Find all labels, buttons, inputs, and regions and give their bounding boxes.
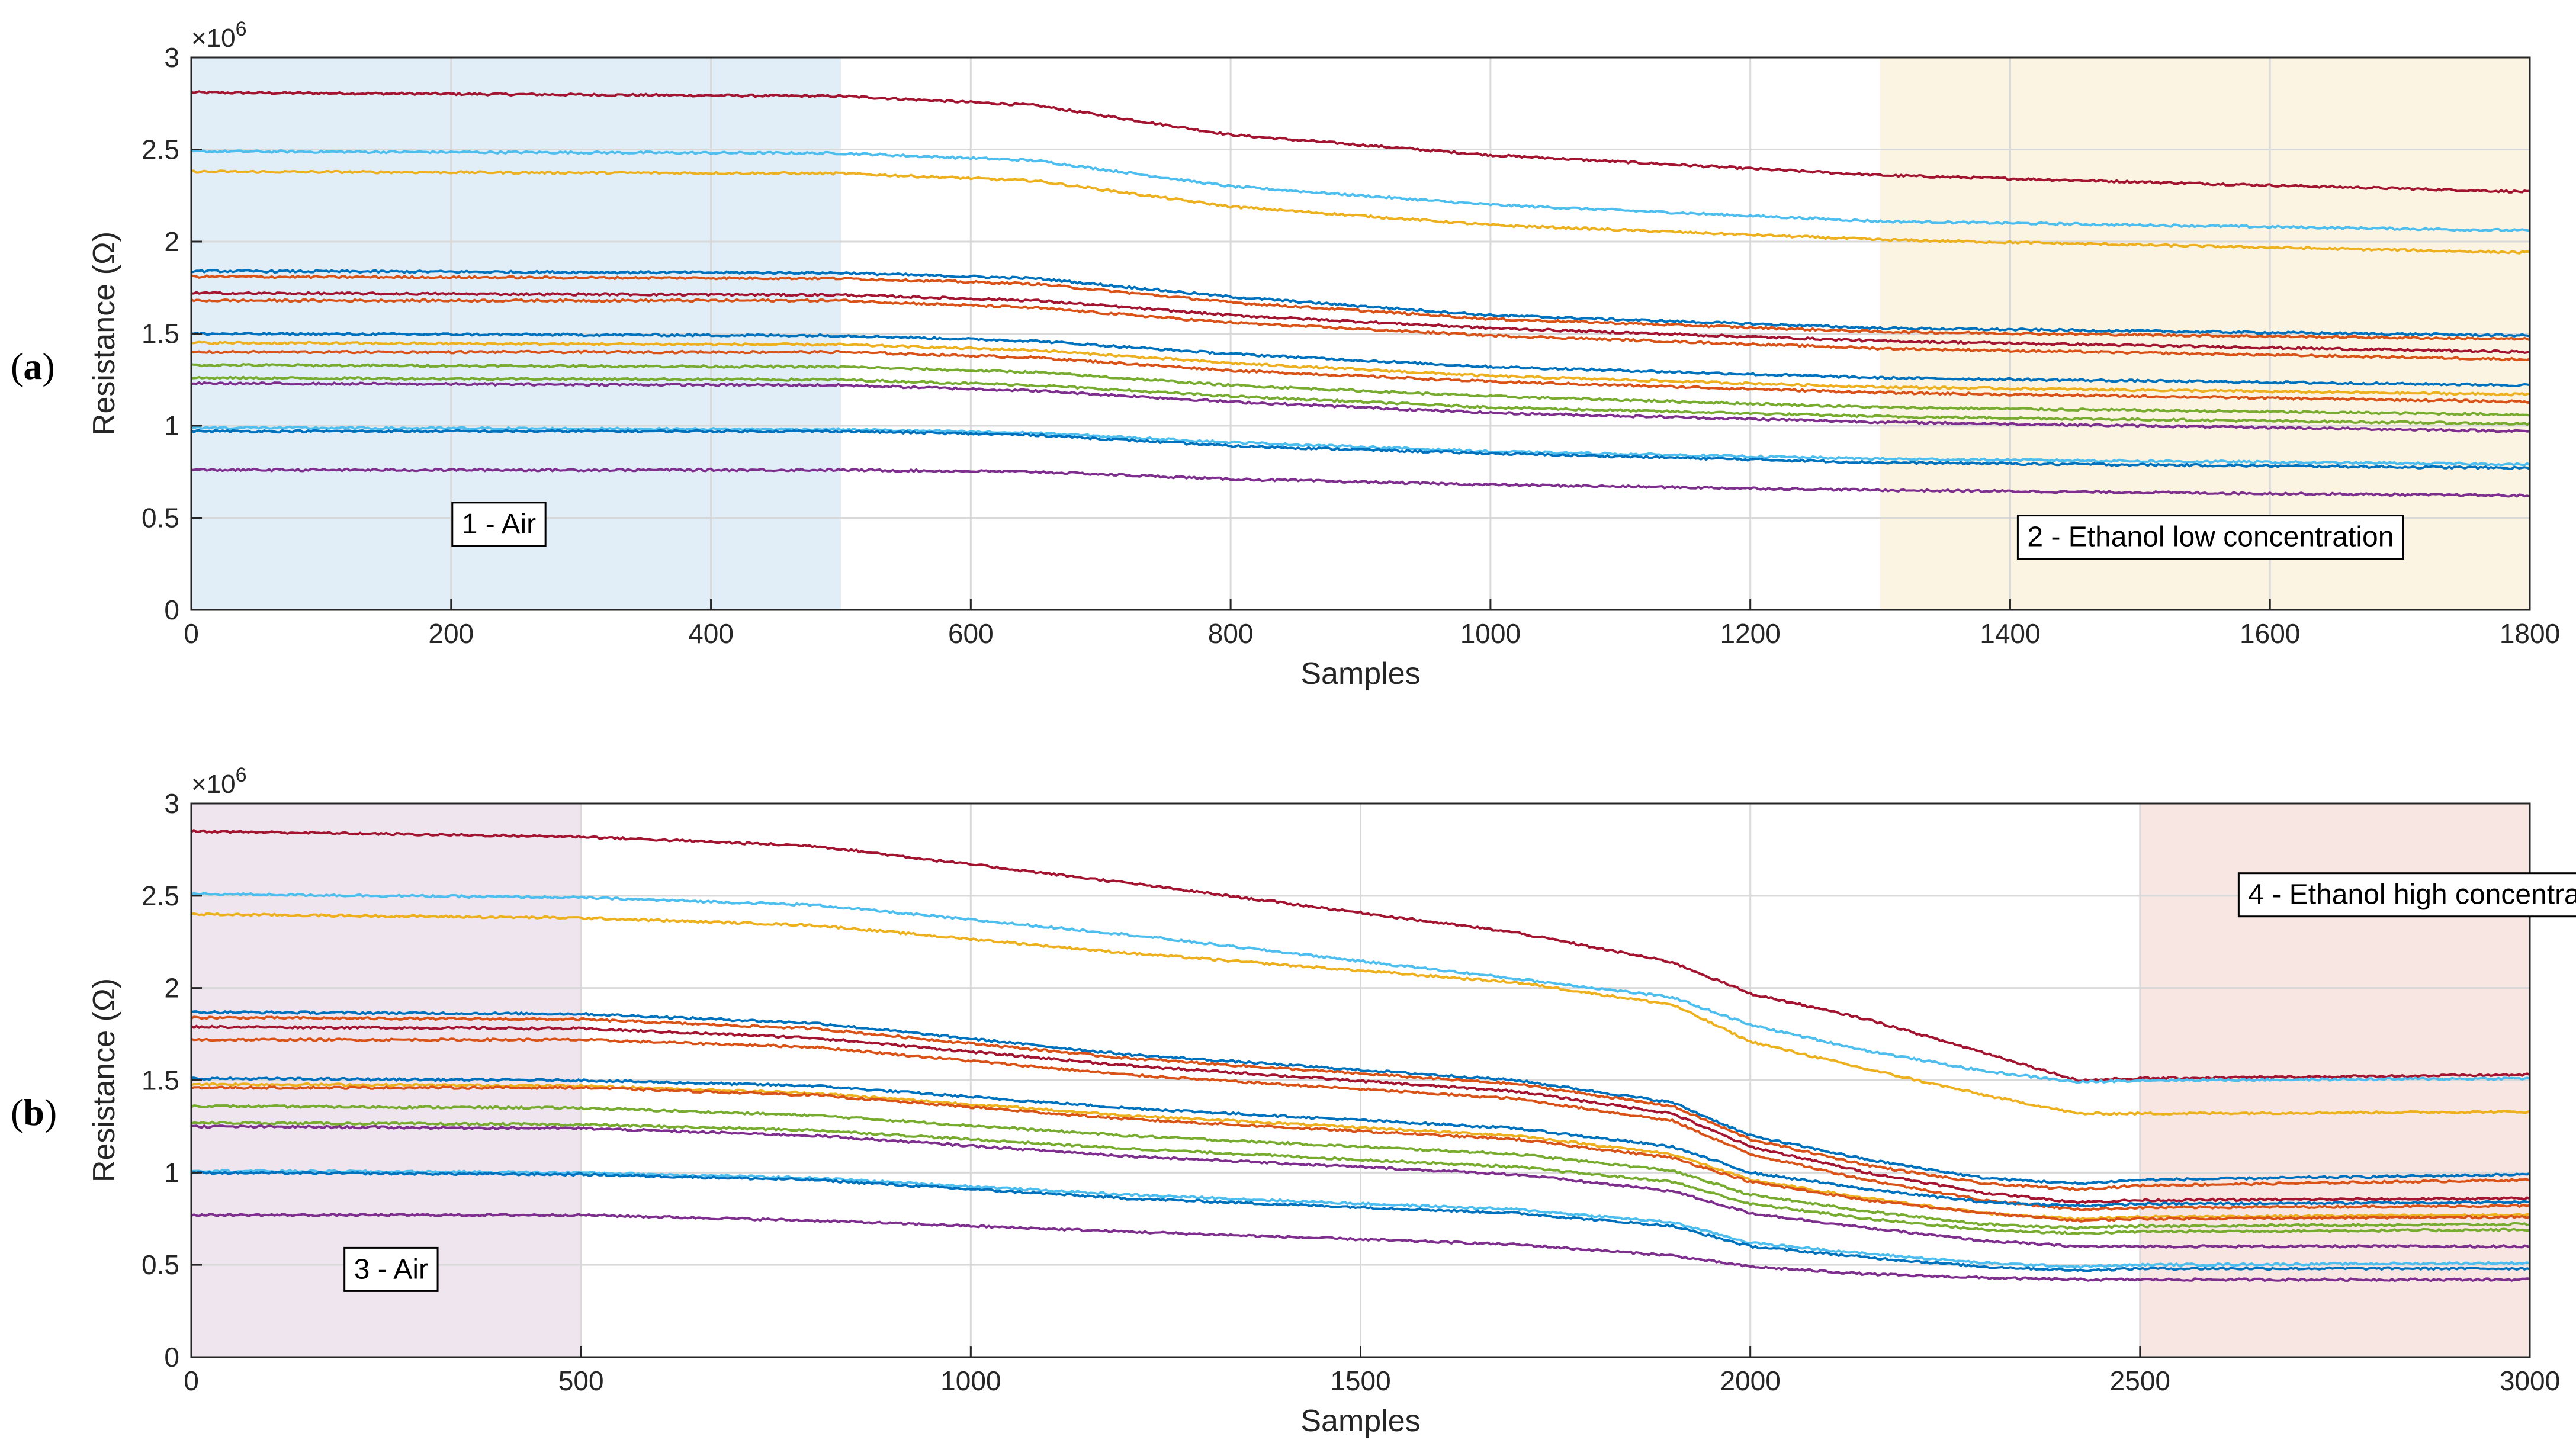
y-tick-label: 2.5 xyxy=(142,134,179,165)
y-tick-label: 2.5 xyxy=(142,880,179,911)
x-tick-label: 1200 xyxy=(1720,618,1780,649)
series-line-s8 xyxy=(191,1076,2530,1208)
annotation-text: 3 - Air xyxy=(354,1253,428,1285)
annotations: 3 - Air 4 - Ethanol high concentration xyxy=(343,872,2576,1292)
y-tick-labels: 0 0.5 1 1.5 2 2.5 3 xyxy=(142,788,202,1373)
y-tick-label: 0 xyxy=(164,594,179,625)
y-tick-label: 2 xyxy=(164,973,179,1004)
panel-a: 0 200 400 600 800 1000 1200 1400 1600 1800 0 0.5 1 1… xyxy=(11,18,2560,691)
series-line-s10 xyxy=(191,349,2530,404)
annotation-box: 2 - Ethanol low concentration xyxy=(2016,515,2404,560)
panel-label: (a) xyxy=(11,345,55,387)
series-lines xyxy=(190,829,2531,1282)
series-line-s1 xyxy=(191,90,2530,194)
series-line-s15 xyxy=(190,429,2530,471)
x-tick-label: 1500 xyxy=(1330,1365,1390,1396)
x-tick-label: 1000 xyxy=(1460,618,1521,649)
axis-exponent: ×106 xyxy=(191,18,247,53)
axis-exponent: ×106 xyxy=(191,764,247,799)
series-line-s1 xyxy=(190,829,2530,1082)
series-line-s9 xyxy=(191,340,2530,397)
x-tick-label: 800 xyxy=(1208,618,1254,649)
series-lines xyxy=(190,90,2531,498)
series-line-s3 xyxy=(191,912,2531,1116)
annotation-text: 4 - Ethanol high concentration xyxy=(2248,879,2576,911)
series-line-s11 xyxy=(191,362,2530,417)
exponent-power: 6 xyxy=(236,764,247,786)
exponent-base: ×10 xyxy=(191,24,236,53)
exponent-power: 6 xyxy=(236,18,247,40)
series-line-s7 xyxy=(191,1037,2530,1211)
x-tick-label: 2000 xyxy=(1720,1365,1780,1396)
annotation-box: 3 - Air xyxy=(343,1246,439,1292)
y-tick-label: 1 xyxy=(164,1157,179,1188)
series-line-s4 xyxy=(191,269,2530,338)
x-tick-label: 600 xyxy=(948,618,994,649)
series-line-s16 xyxy=(191,467,2530,498)
series-line-s12 xyxy=(191,1120,2530,1235)
series-line-s8 xyxy=(191,331,2530,387)
x-tick-label: 1400 xyxy=(1980,618,2040,649)
annotations: 1 - Air 2 - Ethanol low concentration xyxy=(451,502,2404,560)
series-line-s2 xyxy=(191,892,2530,1084)
series-line-s10 xyxy=(191,1085,2530,1223)
grid-lines xyxy=(191,57,2530,610)
series-line-s13 xyxy=(191,1124,2530,1249)
x-tick-label: 200 xyxy=(428,618,474,649)
y-tick-label: 0.5 xyxy=(142,503,179,533)
panel-label: (b) xyxy=(11,1091,57,1133)
series-line-s7 xyxy=(191,298,2530,362)
y-tick-label: 2 xyxy=(164,226,179,257)
series-line-s12 xyxy=(191,375,2531,426)
series-line-s5 xyxy=(191,274,2530,342)
y-tick-label: 0 xyxy=(164,1342,179,1373)
series-line-s11 xyxy=(190,1104,2530,1230)
series-line-s2 xyxy=(191,149,2530,233)
series-line-s5 xyxy=(190,1015,2530,1191)
series-line-s14 xyxy=(191,425,2531,467)
annotation-box: 4 - Ethanol high concentration xyxy=(2237,872,2576,918)
x-tick-label: 1800 xyxy=(2500,618,2560,649)
series-line-s13 xyxy=(191,381,2530,433)
y-tick-labels: 0 0.5 1 1.5 2 2.5 3 xyxy=(142,42,202,625)
series-line-s3 xyxy=(191,169,2530,255)
x-axis-label: Samples xyxy=(1300,657,1420,691)
annotation-box: 1 - Air xyxy=(451,502,547,547)
series-line-s6 xyxy=(191,291,2530,354)
x-tick-label: 1000 xyxy=(940,1365,1001,1396)
y-tick-label: 3 xyxy=(164,788,179,819)
panel-b: 0 500 1000 1500 2000 2500 3000 0 0.5 1 1.5 2 2.5 3 3… xyxy=(11,764,2576,1438)
exponent-base: ×10 xyxy=(191,770,236,799)
x-tick-labels: 0 500 1000 1500 2000 2500 3000 xyxy=(184,1346,2560,1396)
y-tick-label: 1 xyxy=(164,410,179,441)
y-tick-label: 1.5 xyxy=(142,319,179,349)
series-line-s6 xyxy=(190,1024,2530,1204)
x-tick-labels: 0 200 400 600 800 1000 1200 1400 1600 1800 xyxy=(184,599,2560,649)
x-tick-label: 0 xyxy=(184,1365,199,1396)
series-line-s16 xyxy=(191,1213,2530,1282)
x-tick-label: 2500 xyxy=(2110,1365,2170,1396)
y-tick-label: 1.5 xyxy=(142,1065,179,1096)
x-tick-label: 0 xyxy=(184,618,199,649)
annotation-text: 2 - Ethanol low concentration xyxy=(2027,522,2394,553)
series-line-s15 xyxy=(191,1170,2530,1272)
y-tick-label: 3 xyxy=(164,42,179,73)
y-tick-label: 0.5 xyxy=(142,1249,179,1280)
x-tick-label: 400 xyxy=(688,618,734,649)
y-axis-label: Resistance (Ω) xyxy=(87,232,121,436)
x-axis-label: Samples xyxy=(1300,1404,1420,1438)
x-tick-label: 3000 xyxy=(2500,1365,2560,1396)
x-tick-label: 500 xyxy=(558,1365,604,1396)
series-line-s4 xyxy=(191,1010,2530,1186)
x-tick-label: 1600 xyxy=(2240,618,2300,649)
annotation-text: 1 - Air xyxy=(462,509,536,540)
y-axis-label: Resistance (Ω) xyxy=(87,978,121,1182)
